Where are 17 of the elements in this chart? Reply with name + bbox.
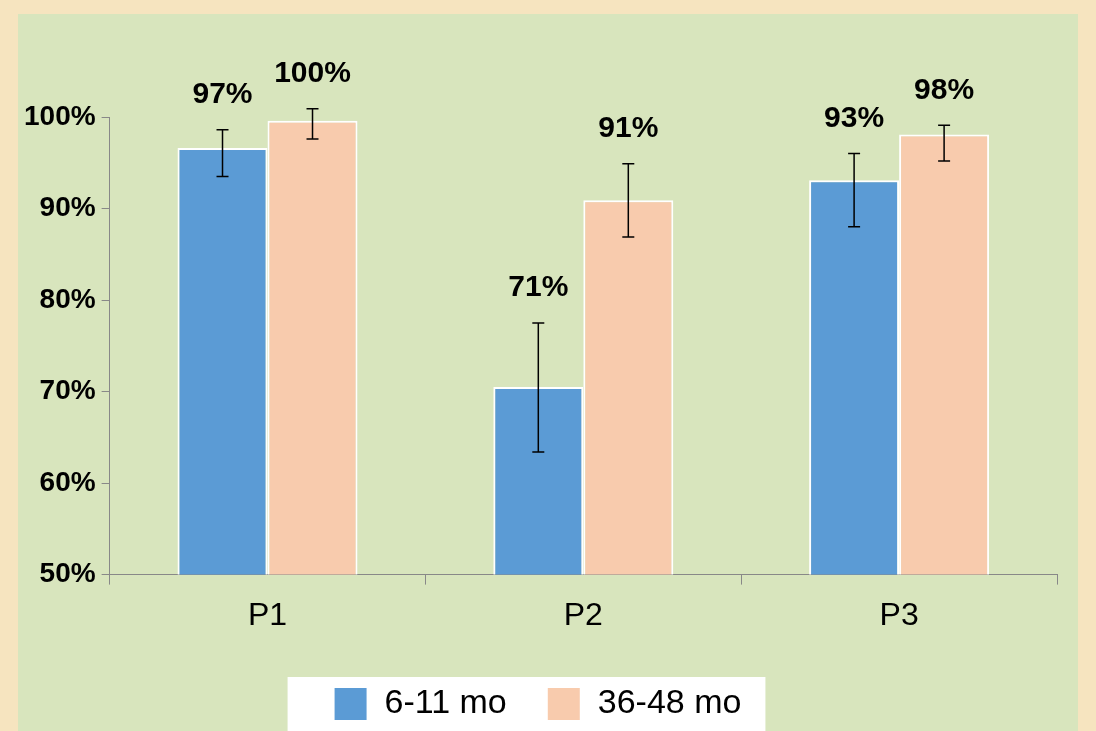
data-label: 93% — [824, 99, 885, 133]
x-tick-label: P3 — [879, 595, 919, 632]
x-tick-label: P1 — [247, 595, 288, 632]
y-tick-label: 50% — [39, 557, 96, 589]
data-label: 98% — [914, 71, 975, 105]
x-tick-label: P2 — [563, 595, 603, 632]
legend-label: 6-11 mo — [384, 682, 507, 721]
data-label: 100% — [274, 55, 351, 89]
legend-label: 36-48 mo — [597, 682, 742, 721]
data-label: 71% — [508, 269, 569, 303]
y-tick-label: 70% — [39, 374, 96, 406]
y-tick-label: 60% — [39, 465, 96, 497]
data-label: 91% — [598, 109, 659, 143]
y-tick-label: 90% — [39, 191, 96, 223]
y-tick-label: 100% — [23, 99, 96, 131]
y-tick-label: 80% — [39, 282, 96, 314]
data-label: 97% — [192, 76, 253, 110]
